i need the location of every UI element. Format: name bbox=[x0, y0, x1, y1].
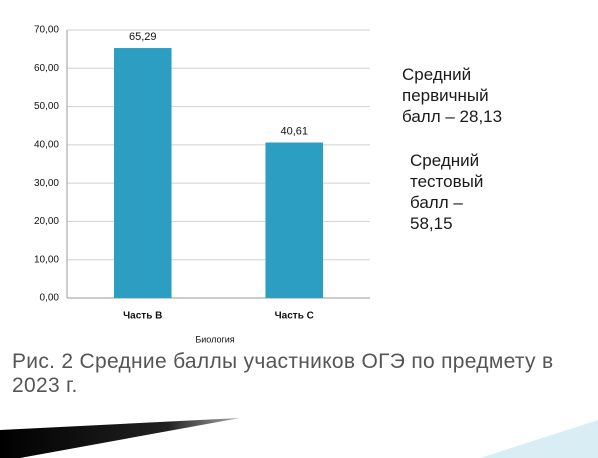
bar bbox=[265, 142, 324, 298]
bar bbox=[113, 48, 172, 299]
y-tick-label: 10,00 bbox=[34, 254, 59, 265]
annotation: Средний первичный балл – 28,13 bbox=[402, 65, 503, 126]
x-tick-label: Часть С bbox=[275, 311, 314, 322]
x-axis-label: Биология bbox=[195, 334, 234, 344]
y-tick-label: 0,00 bbox=[40, 293, 60, 304]
y-tick-label: 20,00 bbox=[34, 216, 59, 227]
y-tick-label: 40,00 bbox=[34, 139, 59, 150]
data-label: 40,61 bbox=[280, 125, 308, 137]
annotation: Средний тестовый балл – 58,15 bbox=[410, 151, 484, 233]
decoration-wedge bbox=[0, 418, 240, 458]
y-tick-label: 50,00 bbox=[34, 101, 59, 112]
data-label: 65,29 bbox=[129, 31, 157, 43]
decoration-corner bbox=[480, 420, 598, 458]
caption: Рис. 2 Средние баллы участников ОГЭ по п… bbox=[12, 350, 554, 397]
y-tick-label: 70,00 bbox=[34, 25, 59, 36]
y-tick-label: 30,00 bbox=[34, 178, 59, 189]
y-tick-label: 60,00 bbox=[34, 63, 59, 74]
x-tick-label: Часть В bbox=[123, 311, 162, 322]
